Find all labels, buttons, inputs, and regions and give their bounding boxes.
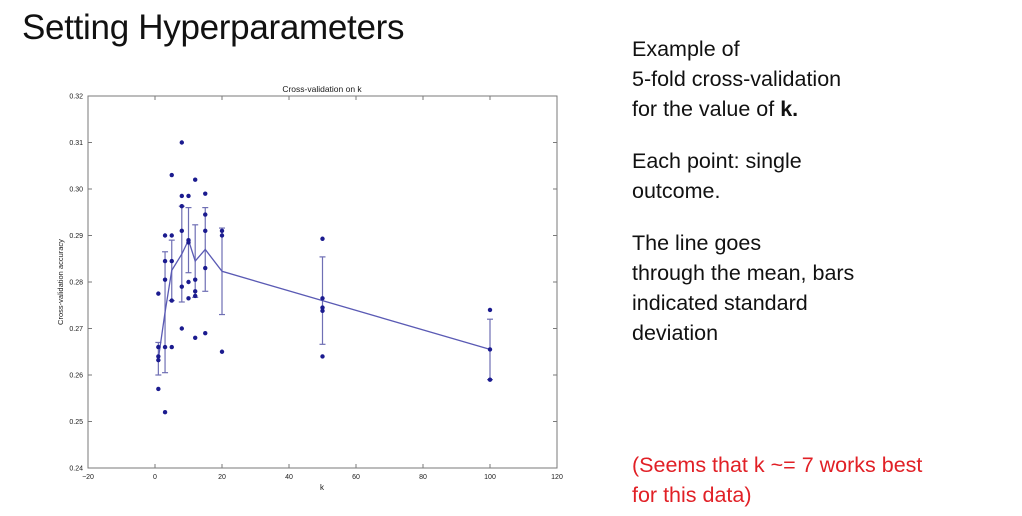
y-tick-label: 0.29 [69,233,83,240]
cross-validation-scatter-plot: Cross-validation on k 0.240.250.260.270.… [56,86,563,492]
conclusion-text: (Seems that k ~= 7 works best for this d… [632,453,923,507]
scatter-point [156,291,161,296]
scatter-point [193,293,198,299]
y-tick-label: 0.25 [69,419,83,426]
scatter-point [186,279,191,285]
scatter-point [162,410,168,415]
x-axis-label: k [320,483,325,492]
scatter-point [179,193,184,199]
y-axis: 0.24 0.25 0.26 0.27 0.28 0.29 0.30 0.31 0.32 [69,94,557,473]
scatter-point [219,349,225,354]
scatter-point [320,305,325,310]
scatter-point [193,289,198,294]
scatter-point [162,233,168,238]
y-tick-label: 0.30 [69,187,83,194]
note-bold-k: k. [780,97,799,121]
chart-figure: Cross-validation on k 0.24 0.25 0.26 0.27 0.… [52,86,568,496]
scatter-point [156,344,161,350]
page-title: Setting Hyperparameters [22,8,405,47]
scatter-point [320,296,325,301]
scatter-point [156,386,161,392]
scatter-point [169,344,174,350]
x-tick-label: 40 [285,474,293,481]
scatter-point [193,277,198,282]
x-tick-label: 80 [419,474,427,481]
y-tick-label: 0.32 [69,94,83,101]
scatter-point [320,308,325,314]
scatter-point [169,298,174,303]
scatter-point [186,240,191,245]
scatter-point [203,228,208,234]
scatter-point [186,193,191,199]
scatter-point [320,354,325,359]
y-tick-label: 0.27 [69,326,83,333]
mean-polyline [157,238,491,359]
scatter-point [179,228,184,234]
x-tick-label: 100 [484,474,496,481]
note-paragraph-2: Each point: single outcome. [632,149,802,203]
scatter-point [169,233,174,238]
note-paragraph-1: Example of 5-fold cross-validation for t… [632,34,1018,124]
chart-title: Cross-validation on k [282,86,362,94]
mean-line [157,238,491,359]
scatter-point [203,265,208,271]
scatter-point [203,212,208,217]
y-tick-label: 0.28 [69,280,83,287]
scatter-point [179,204,184,209]
scatter-point [487,377,493,382]
scatter-point [162,344,168,350]
scatter-point [179,284,184,289]
scatter-point [203,191,208,196]
scatter-point [186,296,191,301]
x-tick-label: 20 [218,474,226,481]
scatter-point [320,236,325,241]
scatter-point [156,354,161,359]
scatter-point [193,335,198,340]
x-tick-label: 120 [551,474,563,481]
scatter-point [203,330,208,336]
y-tick-label: 0.31 [69,140,83,147]
scatter-point [169,258,174,264]
scatter-point [169,172,174,178]
x-axis: −20 0 20 40 60 80 100 120 [82,96,563,481]
scatter-point [162,258,168,264]
scatter-point [219,228,225,234]
y-tick-label: 0.26 [69,373,83,380]
scatter-point [487,347,493,352]
note-paragraph-3: The line goes through the mean, bars ind… [632,231,855,345]
scatter-point [179,140,184,145]
scatter-points [156,140,493,415]
x-tick-label: 0 [153,474,157,481]
note-text-1: Example of 5-fold cross-validation for t… [632,37,842,121]
notes-column: Example of 5-fold cross-validation for t… [632,34,1018,370]
scatter-point [179,326,184,331]
scatter-point [487,307,493,313]
y-axis-label: Cross-validation accuracy [56,239,65,325]
x-tick-label: 60 [352,474,360,481]
y-tick-label: 0.24 [69,466,83,473]
x-tick-label: −20 [82,474,94,481]
scatter-point [219,233,225,238]
scatter-point [156,357,161,363]
scatter-point [162,277,168,282]
scatter-point [193,177,198,182]
